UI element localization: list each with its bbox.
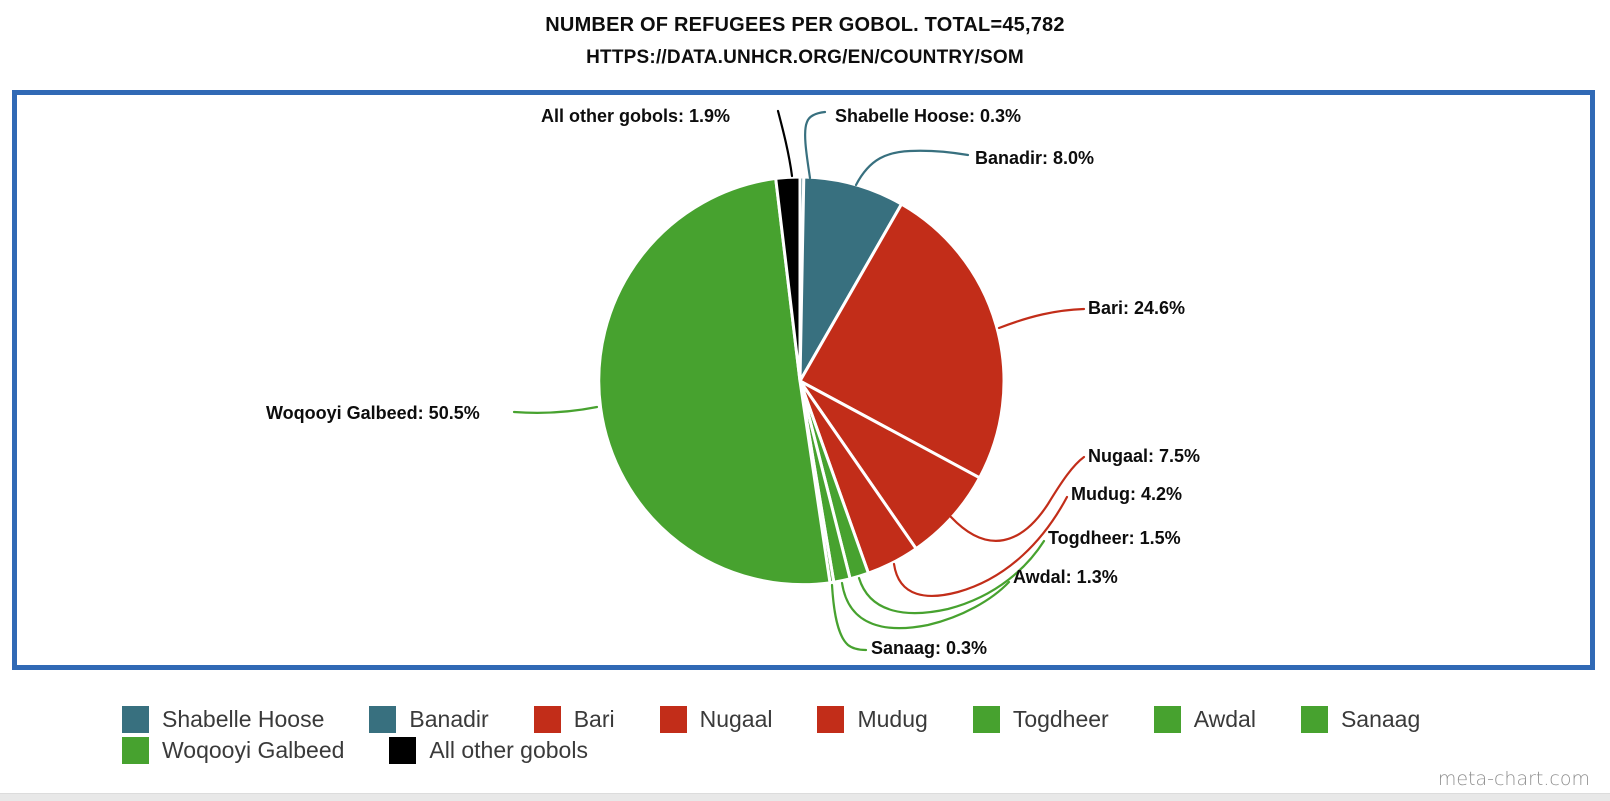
leader-line-mudug — [892, 495, 1069, 598]
slice-label-banadir: Banadir: 8.0% — [975, 148, 1095, 168]
chart-subtitle: HTTPS://DATA.UNHCR.ORG/EN/COUNTRY/SOM — [586, 47, 1024, 68]
slice-label-sanaag: Sanaag: 0.3% — [871, 638, 988, 658]
slice-label-bari: Bari: 24.6% — [1088, 298, 1186, 318]
legend-swatch-all-other-gobols — [389, 736, 417, 764]
legend-swatch-banadir — [369, 705, 397, 733]
chart-title: NUMBER OF REFUGEES PER GOBOL. TOTAL=45,7… — [545, 14, 1065, 36]
legend-label-shabelle-hoose: Shabelle Hoose — [162, 706, 325, 732]
legend-swatch-woqooyi-galbeed — [122, 736, 149, 764]
legend-item-awdal: Awdal — [1153, 705, 1256, 733]
legend-label-mudug: Mudug — [857, 706, 928, 732]
legend-item-all-other-gobols: All other gobols — [389, 736, 588, 764]
slice-label-shabelle-hoose: Shabelle Hoose: 0.3% — [835, 106, 1022, 126]
slice-label-woqooyi-galbeed: Woqooyi Galbeed: 50.5% — [266, 403, 480, 423]
leader-line-sanaag — [830, 583, 868, 652]
leader-line-banadir — [854, 149, 970, 187]
legend-item-mudug: Mudug — [817, 705, 928, 733]
legend-item-woqooyi-galbeed: Woqooyi Galbeed — [122, 736, 344, 764]
legend-label-all-other-gobols: All other gobols — [429, 737, 588, 763]
legend-swatch-awdal — [1153, 705, 1181, 733]
slice-label-all-other-gobols: All other gobols: 1.9% — [541, 106, 731, 126]
slice-label-nugaal: Nugaal: 7.5% — [1088, 446, 1201, 466]
legend-label-sanaag: Sanaag — [1340, 706, 1421, 732]
legend-swatch-shabelle-hoose — [122, 705, 149, 733]
leader-line-bari — [997, 307, 1086, 330]
legend-item-bari: Bari — [533, 705, 615, 733]
pie-slice-all-other-gobols — [774, 175, 802, 383]
legend-label-togdheer: Togdheer — [1012, 706, 1109, 732]
leader-line-woqooyi-galbeed — [512, 405, 599, 414]
legend-item-banadir: Banadir — [369, 705, 489, 733]
legend-label-banadir: Banadir — [409, 706, 489, 732]
leader-line-awdal — [840, 580, 1011, 630]
legend-item-shabelle-hoose: Shabelle Hoose — [122, 705, 324, 733]
legend: Shabelle Hoose Banadir Bari Nugaal Mudug Togd… — [122, 705, 1572, 764]
legend-swatch-mudug — [817, 705, 845, 733]
pie-slice-bari — [798, 202, 1006, 480]
legend-swatch-bari — [533, 705, 561, 733]
legend-item-togdheer: Togdheer — [972, 705, 1109, 733]
pie-slice-banadir — [798, 175, 903, 383]
plot-border-box: Shabelle Hoose: 0.3% Banadir: 8.0% Bari: 2… — [12, 90, 1595, 670]
legend-swatch-togdheer — [972, 705, 1000, 733]
legend-swatch-nugaal — [659, 705, 687, 733]
slice-label-mudug: Mudug: 4.2% — [1071, 484, 1182, 504]
legend-item-nugaal: Nugaal — [659, 705, 773, 733]
leader-line-all-other-gobols — [776, 109, 794, 178]
watermark-text: meta-chart.com — [1437, 768, 1590, 790]
bottom-scrollbar-track — [0, 793, 1610, 801]
legend-item-sanaag: Sanaag — [1300, 705, 1421, 733]
legend-label-woqooyi-galbeed: Woqooyi Galbeed — [162, 737, 345, 763]
slice-label-awdal: Awdal: 1.3% — [1013, 567, 1118, 587]
legend-label-awdal: Awdal — [1193, 706, 1256, 732]
slice-label-togdheer: Togdheer: 1.5% — [1048, 528, 1181, 548]
legend-label-nugaal: Nugaal — [699, 706, 773, 732]
legend-swatch-sanaag — [1300, 705, 1328, 733]
legend-label-bari: Bari — [573, 706, 615, 732]
pie-slice-woqooyi-galbeed — [597, 176, 832, 587]
leader-line-nugaal — [949, 455, 1086, 542]
leader-line-shabelle-hoose — [804, 110, 827, 180]
leader-line-togdheer — [857, 539, 1046, 615]
pie-chart — [512, 109, 1086, 652]
